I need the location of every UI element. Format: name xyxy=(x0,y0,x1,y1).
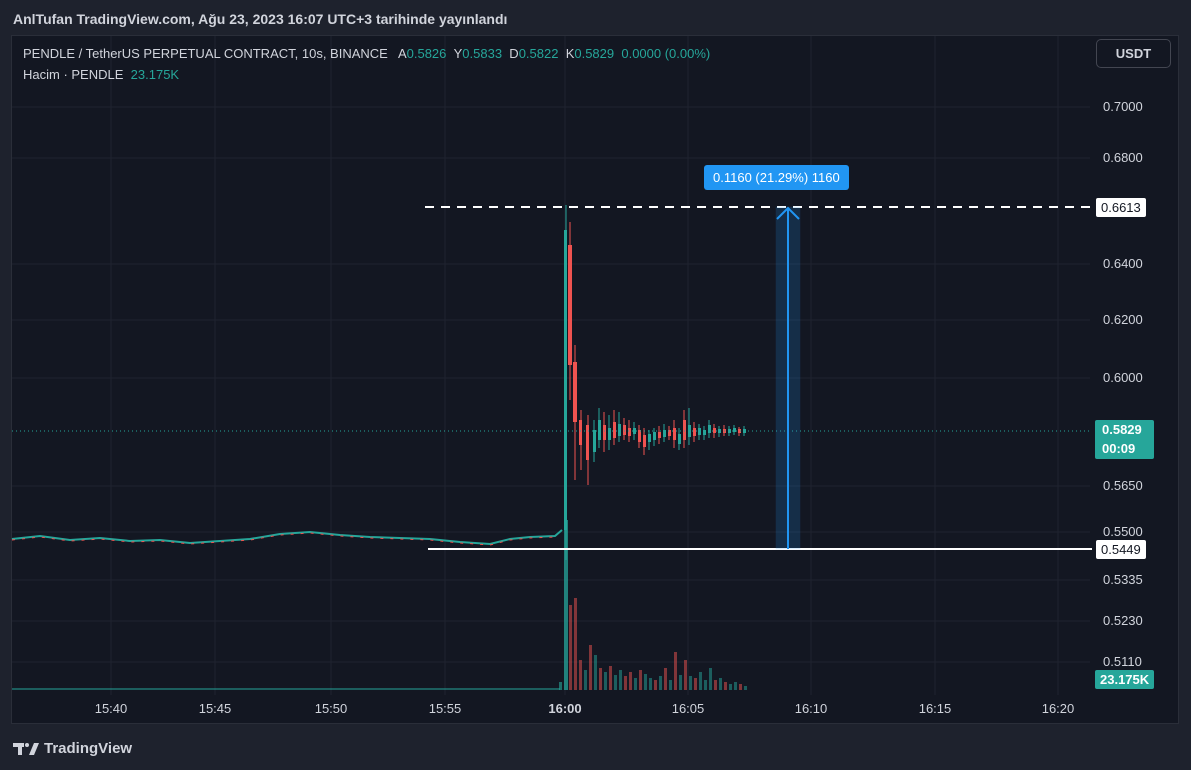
time-tick: 16:10 xyxy=(794,701,828,716)
volume-value: 23.175K xyxy=(130,67,180,82)
current-price-badge: 0.5829 00:09 xyxy=(1095,420,1154,459)
low-value: 0.5822 xyxy=(518,46,559,61)
currency-button[interactable]: USDT xyxy=(1096,39,1171,68)
price-tick: 0.6200 xyxy=(1103,312,1143,327)
current-price-label: 0.5829 xyxy=(1102,422,1142,437)
candles-after xyxy=(593,408,746,462)
volume-legend: Hacim · PENDLE 23.175K xyxy=(23,67,179,82)
time-tick: 15:40 xyxy=(94,701,128,716)
volume-label[interactable]: Hacim · PENDLE xyxy=(23,67,124,82)
footer-brand[interactable]: TradingView xyxy=(13,740,132,757)
tradingview-logo-icon xyxy=(13,742,39,755)
top-bar: AnlTufan TradingView.com, Ağu 23, 2023 1… xyxy=(0,0,1191,36)
price-tick: 0.5335 xyxy=(1103,572,1143,587)
price-tick: 0.6800 xyxy=(1103,150,1143,165)
low-line-label: 0.5449 xyxy=(1096,540,1146,559)
chart-pane[interactable] xyxy=(11,35,1179,724)
time-tick: 15:50 xyxy=(314,701,348,716)
brand-name: TradingView xyxy=(44,740,133,757)
candles-spike xyxy=(564,205,589,560)
symbol-legend: PENDLE / TetherUS PERPETUAL CONTRACT, 10… xyxy=(23,46,710,61)
countdown-label: 00:09 xyxy=(1102,441,1136,456)
open-value: 0.5826 xyxy=(406,46,447,61)
open-label: A xyxy=(397,46,407,61)
low-label: D xyxy=(509,46,519,61)
volume-bars xyxy=(12,520,747,690)
time-tick: 16:20 xyxy=(1041,701,1075,716)
published-info: AnlTufan TradingView.com, Ağu 23, 2023 1… xyxy=(13,11,508,27)
measure-label: 0.1160 (21.29%) 1160 xyxy=(704,165,849,190)
price-tick: 0.5230 xyxy=(1103,613,1143,628)
price-tick: 0.5110 xyxy=(1103,654,1142,669)
price-tick: 0.6400 xyxy=(1103,256,1143,271)
volume-axis-label: 23.175K xyxy=(1095,670,1155,689)
grid xyxy=(12,36,1090,695)
close-value: 0.5829 xyxy=(574,46,615,61)
time-tick: 15:45 xyxy=(198,701,232,716)
time-tick: 15:55 xyxy=(428,701,462,716)
candles-before xyxy=(11,529,563,546)
time-tick: 16:00 xyxy=(548,701,582,716)
time-tick: 16:05 xyxy=(671,701,705,716)
time-tick: 16:15 xyxy=(918,701,952,716)
price-tick: 0.5650 xyxy=(1103,478,1143,493)
price-tick: 0.5500 xyxy=(1103,524,1143,539)
price-range-tool[interactable] xyxy=(775,206,801,550)
symbol-name[interactable]: PENDLE / TetherUS PERPETUAL CONTRACT, 10… xyxy=(23,46,388,61)
change-value: 0.0000 (0.00%) xyxy=(621,46,711,61)
price-tick: 0.6000 xyxy=(1103,370,1143,385)
high-value: 0.5833 xyxy=(462,46,503,61)
price-tick: 0.7000 xyxy=(1103,99,1143,114)
close-label: K xyxy=(565,46,575,61)
high-label: Y xyxy=(453,46,463,61)
high-line-label: 0.6613 xyxy=(1096,198,1146,217)
